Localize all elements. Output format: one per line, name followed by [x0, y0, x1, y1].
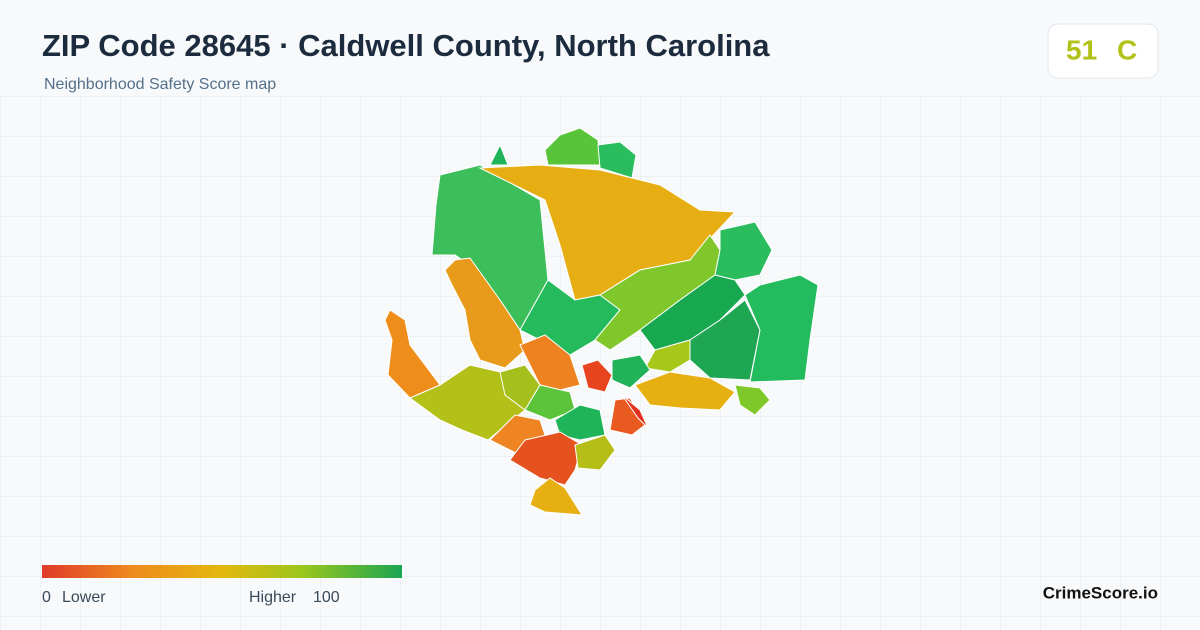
- region: [581, 359, 613, 393]
- region: [524, 384, 576, 421]
- legend-min-label: Lower: [62, 589, 106, 606]
- legend-gradient: [42, 565, 402, 578]
- region: [444, 257, 526, 369]
- region: [714, 221, 773, 281]
- region: [544, 127, 601, 166]
- score-grade: C: [1117, 34, 1137, 65]
- page-title: ZIP Code 28645 · Caldwell County, North …: [42, 28, 770, 63]
- region: [597, 141, 637, 179]
- region: [744, 274, 819, 383]
- brand: CrimeScore.io: [1043, 583, 1158, 602]
- region: [609, 397, 646, 436]
- region: [621, 394, 649, 429]
- legend-min: 0: [42, 589, 51, 606]
- region: [529, 477, 583, 516]
- page-subtitle: Neighborhood Safety Score map: [44, 76, 276, 93]
- map-regions: [384, 127, 819, 516]
- region: [734, 384, 771, 416]
- score-badge: [1047, 23, 1159, 79]
- score-value: 51: [1066, 34, 1097, 65]
- region: [634, 371, 736, 411]
- legend-max-label: Higher: [249, 589, 297, 606]
- region: [574, 434, 616, 471]
- region: [611, 354, 651, 389]
- legend-max: 100: [313, 589, 340, 606]
- region: [489, 143, 509, 166]
